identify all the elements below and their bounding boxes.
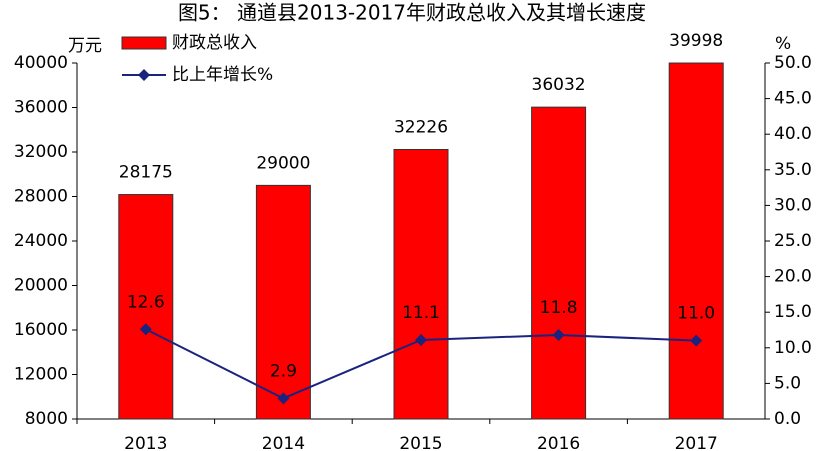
y2-tick-label: 5.0 [774, 373, 801, 393]
x-tick-label: 2014 [262, 434, 305, 451]
bar-value-label: 39998 [669, 31, 723, 51]
line-value-label: 11.8 [540, 298, 578, 318]
legend-label: 财政总收入 [172, 33, 257, 53]
y2-axis-label: % [775, 34, 791, 54]
y-tick-label: 12000 [14, 365, 68, 385]
y-axis-label: 万元 [68, 36, 102, 56]
y-tick-label: 28000 [14, 187, 68, 207]
x-tick-label: 2016 [537, 434, 580, 451]
bar-value-label: 32226 [394, 117, 448, 137]
y2-tick-label: 45.0 [774, 89, 812, 109]
legend-marker [138, 69, 150, 81]
y2-tick-label: 0.0 [774, 409, 801, 429]
y-tick-label: 24000 [14, 231, 68, 251]
y-tick-label: 16000 [14, 320, 68, 340]
legend-label: 比上年增长% [172, 65, 273, 85]
x-tick-label: 2015 [399, 434, 442, 451]
y2-tick-label: 20.0 [774, 267, 812, 287]
x-tick-label: 2013 [124, 434, 167, 451]
bar [668, 62, 724, 420]
line-marker [277, 392, 290, 405]
y-tick-label: 36000 [14, 98, 68, 118]
line-value-label: 12.6 [127, 292, 165, 312]
x-tick-label: 2017 [675, 434, 718, 451]
line-marker [139, 323, 152, 336]
y2-tick-label: 40.0 [774, 124, 812, 144]
y-tick-label: 20000 [14, 276, 68, 296]
bar [255, 184, 311, 420]
line-marker [690, 334, 703, 347]
y-tick-label: 40000 [14, 53, 68, 73]
y2-tick-label: 10.0 [774, 338, 812, 358]
bar [118, 194, 174, 420]
line-marker [552, 328, 565, 341]
line-value-label: 11.0 [677, 304, 715, 324]
legend-swatch [121, 36, 167, 50]
chart-title: 图5： 通道县2013-2017年财政总收入及其增长速度 [178, 1, 646, 25]
line-value-label: 11.1 [402, 303, 440, 323]
bar [393, 148, 449, 420]
y2-tick-label: 25.0 [774, 231, 812, 251]
bar [531, 106, 587, 420]
bar-value-label: 28175 [119, 163, 173, 183]
bar-value-label: 36032 [532, 75, 586, 95]
line-marker [415, 333, 427, 346]
bar-value-label: 29000 [256, 153, 310, 173]
y-tick-label: 8000 [25, 409, 68, 429]
line-value-label: 2.9 [270, 361, 297, 381]
y-tick-label: 32000 [14, 142, 68, 162]
y2-tick-label: 30.0 [774, 195, 812, 215]
y2-tick-label: 15.0 [774, 302, 812, 322]
y2-tick-label: 50.0 [774, 53, 812, 73]
y2-tick-label: 35.0 [774, 160, 812, 180]
